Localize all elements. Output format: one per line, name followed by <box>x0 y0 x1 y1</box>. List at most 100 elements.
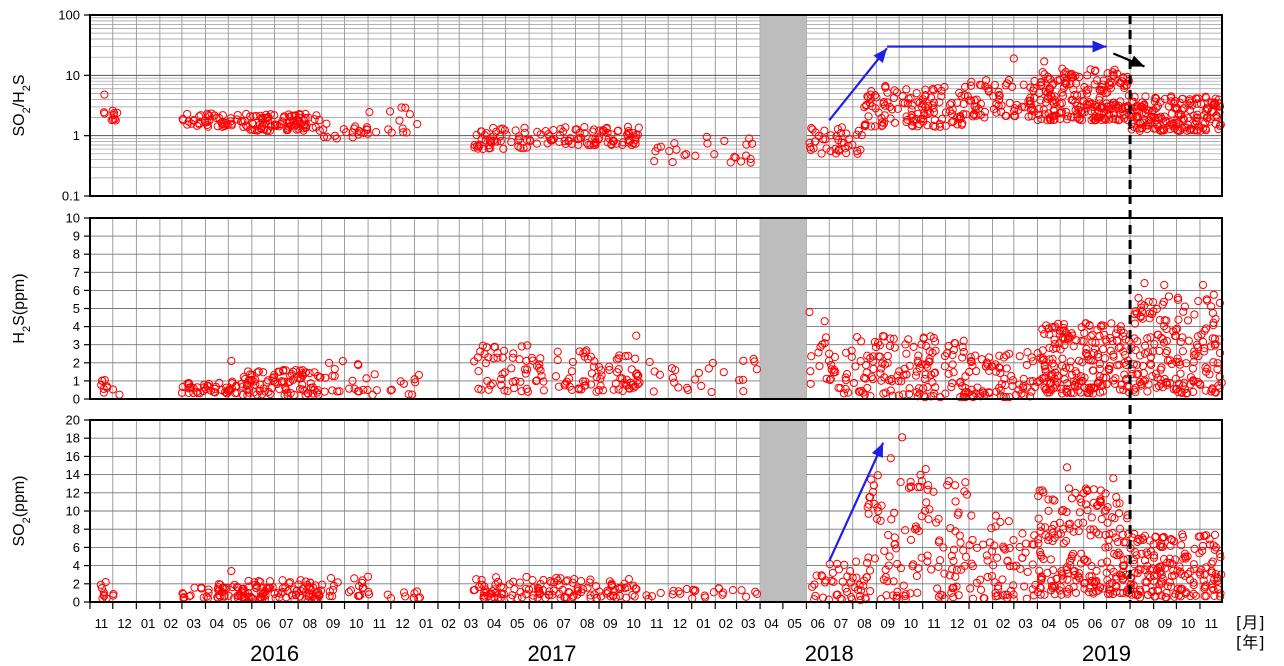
data-point-so2 <box>1191 591 1200 600</box>
data-point-ratio <box>957 120 966 129</box>
data-point-ratio <box>218 122 227 131</box>
x-tick-label: 01 <box>696 616 710 631</box>
data-point-ratio <box>1033 115 1042 125</box>
data-point-ratio <box>1193 126 1202 135</box>
y-axis-labels: 0.1110100SO2/H2S012345678910H2S(ppm)0246… <box>11 8 90 610</box>
data-point-so2 <box>1080 584 1089 593</box>
data-point-ratio <box>1071 71 1080 80</box>
data-point-h2s <box>1180 385 1190 394</box>
data-point-so2 <box>927 565 936 574</box>
data-point-h2s <box>578 377 588 386</box>
data-point-h2s <box>363 385 372 395</box>
data-point-ratio <box>906 93 915 103</box>
data-point-ratio <box>1062 80 1071 89</box>
data-point-so2 <box>838 577 847 586</box>
data-point-h2s <box>632 331 641 340</box>
data-point-ratio <box>1132 114 1141 123</box>
data-point-ratio <box>544 130 553 139</box>
data-point-h2s <box>247 375 256 385</box>
data-point-h2s <box>1146 352 1155 362</box>
data-point-ratio <box>1106 101 1115 110</box>
data-point-h2s <box>858 388 868 397</box>
data-point-h2s <box>959 336 968 345</box>
y-tick-label: 12 <box>66 485 80 500</box>
data-point-h2s <box>926 332 935 341</box>
data-point-ratio <box>726 158 735 167</box>
data-point-so2 <box>876 516 885 525</box>
data-point-ratio <box>919 114 928 123</box>
data-point-h2s <box>1131 383 1140 392</box>
data-point-so2 <box>1055 518 1064 527</box>
y-tick-label: 6 <box>73 283 80 298</box>
data-point-h2s <box>581 347 590 357</box>
data-point-ratio <box>478 144 488 154</box>
data-point-so2 <box>1082 500 1091 509</box>
x-tick-label: 08 <box>857 616 871 631</box>
data-point-h2s <box>404 390 413 399</box>
data-point-ratio <box>1105 80 1115 90</box>
data-point-so2 <box>1118 567 1128 576</box>
data-point-h2s <box>521 369 530 378</box>
data-point-h2s <box>1000 374 1009 383</box>
data-point-so2 <box>579 585 588 594</box>
data-point-h2s <box>1209 290 1218 299</box>
data-point-so2 <box>868 487 878 497</box>
data-point-ratio <box>1184 100 1193 109</box>
data-point-ratio <box>1024 112 1033 121</box>
data-point-h2s <box>254 367 263 376</box>
data-point-so2 <box>1048 528 1057 538</box>
data-point-h2s <box>820 339 829 348</box>
data-point-so2 <box>1075 508 1084 517</box>
data-point-so2 <box>1044 495 1053 504</box>
x-tick-label: 10 <box>1181 616 1195 631</box>
data-point-so2 <box>1115 499 1124 508</box>
data-point-h2s <box>1171 331 1180 341</box>
data-point-h2s <box>901 340 910 349</box>
data-point-h2s <box>825 375 835 385</box>
data-point-so2 <box>1165 578 1174 587</box>
data-point-h2s <box>920 374 929 384</box>
data-point-so2 <box>1166 535 1176 544</box>
data-point-h2s <box>1203 364 1212 373</box>
data-point-so2 <box>558 585 567 594</box>
data-point-ratio <box>623 130 632 139</box>
data-point-h2s <box>1189 358 1198 367</box>
data-point-ratio <box>1202 113 1211 122</box>
y-tick-label: 3 <box>73 337 80 352</box>
data-point-h2s <box>931 383 940 392</box>
gap-period-shading <box>760 218 807 399</box>
data-point-so2 <box>1061 536 1071 546</box>
data-point-ratio <box>821 135 830 144</box>
data-point-ratio <box>682 150 691 159</box>
data-point-so2 <box>906 477 915 486</box>
data-point-so2 <box>1003 590 1012 599</box>
data-point-ratio <box>500 126 509 135</box>
data-point-h2s <box>581 381 590 390</box>
data-point-h2s <box>1210 334 1220 343</box>
data-point-ratio <box>842 129 851 138</box>
data-point-h2s <box>1123 356 1133 365</box>
data-point-ratio <box>1034 110 1043 119</box>
data-point-so2 <box>1035 566 1044 575</box>
data-point-ratio <box>912 89 921 98</box>
data-point-so2 <box>865 566 875 575</box>
data-point-h2s <box>497 381 506 390</box>
data-point-so2 <box>1034 514 1043 523</box>
data-point-ratio <box>1062 77 1071 86</box>
x-tick-label: 01 <box>419 616 433 631</box>
data-point-h2s <box>1051 380 1060 389</box>
data-point-so2 <box>1034 492 1043 501</box>
x-tick-label: 09 <box>326 616 340 631</box>
data-point-so2 <box>1050 590 1059 599</box>
data-point-so2 <box>1086 525 1095 534</box>
data-point-h2s <box>671 365 680 375</box>
data-point-h2s <box>192 387 201 396</box>
data-point-ratio <box>1041 98 1050 107</box>
data-point-h2s <box>227 356 236 366</box>
data-point-ratio <box>205 112 214 121</box>
data-point-so2 <box>333 578 342 587</box>
data-point-ratio <box>1025 96 1035 105</box>
data-point-h2s <box>1157 363 1166 372</box>
data-point-ratio <box>653 143 662 152</box>
data-point-h2s <box>1173 293 1182 302</box>
